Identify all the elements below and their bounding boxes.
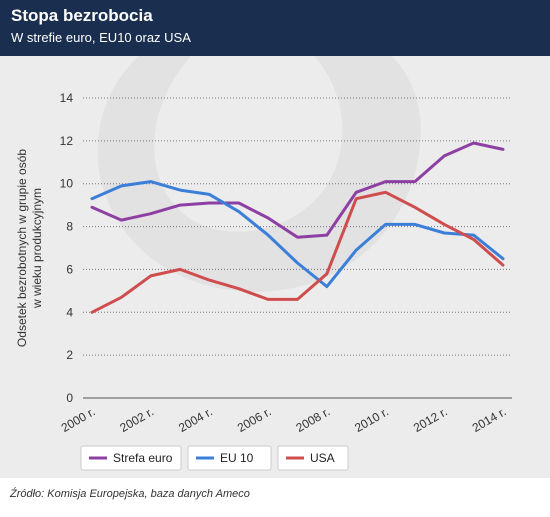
x-tick-label: 2000 r. <box>59 404 98 434</box>
y-tick-label: 0 <box>66 391 73 405</box>
chart-title: Stopa bezrobocia <box>11 6 153 25</box>
chart-subtitle: W strefie euro, EU10 oraz USA <box>11 30 191 45</box>
x-tick-label: 2002 r. <box>117 404 156 434</box>
x-tick-label: 2004 r. <box>176 404 215 434</box>
y-tick-label: 8 <box>66 220 73 234</box>
x-tick-label: 2008 r. <box>294 404 333 434</box>
y-tick-label: 4 <box>66 305 73 319</box>
y-tick-label: 6 <box>66 262 73 276</box>
watermark-shape <box>97 56 421 292</box>
line-chart: 0 2 4 6 8 10 12 14 2000 r. 2002 r. 2004 r. 2006 r. 2… <box>15 56 512 471</box>
series-line-eu-10 <box>90 180 505 289</box>
x-tick-label: 2006 r. <box>235 404 274 434</box>
y-tick-label: 10 <box>60 177 74 191</box>
source-note: Źródło: Komisja Europejska, baza danych … <box>10 488 250 500</box>
legend-item-eu-10: EU 10 <box>187 445 272 471</box>
y-tick-label: 2 <box>66 348 73 362</box>
legend-box <box>80 445 182 471</box>
x-tick-label: 2012 r. <box>411 404 450 434</box>
legend-label: EU 10 <box>220 451 254 465</box>
legend-item-usa: USA <box>277 445 349 471</box>
y-tick-label: 12 <box>60 134 74 148</box>
series-line-strefa-euro <box>90 141 505 239</box>
legend-box <box>277 445 349 471</box>
x-tick-label: 2010 r. <box>352 404 391 434</box>
chart-panel: 0 2 4 6 8 10 12 14 2000 r. 2002 r. 2004 r. 2006 r. 2… <box>0 56 550 478</box>
legend-box <box>187 445 272 471</box>
series-line-usa <box>90 190 505 314</box>
header-banner: Stopa bezrobocia W strefie euro, EU10 or… <box>0 0 550 56</box>
y-axis-label: Odsetek bezrobotnych w grupie osóbw wiek… <box>15 149 44 347</box>
x-tick-label: 2014 r. <box>470 404 509 434</box>
legend-label: Strefa euro <box>113 451 173 465</box>
legend-item-strefa-euro: Strefa euro <box>80 445 182 471</box>
legend-label: USA <box>310 451 335 465</box>
y-tick-label: 14 <box>60 91 74 105</box>
